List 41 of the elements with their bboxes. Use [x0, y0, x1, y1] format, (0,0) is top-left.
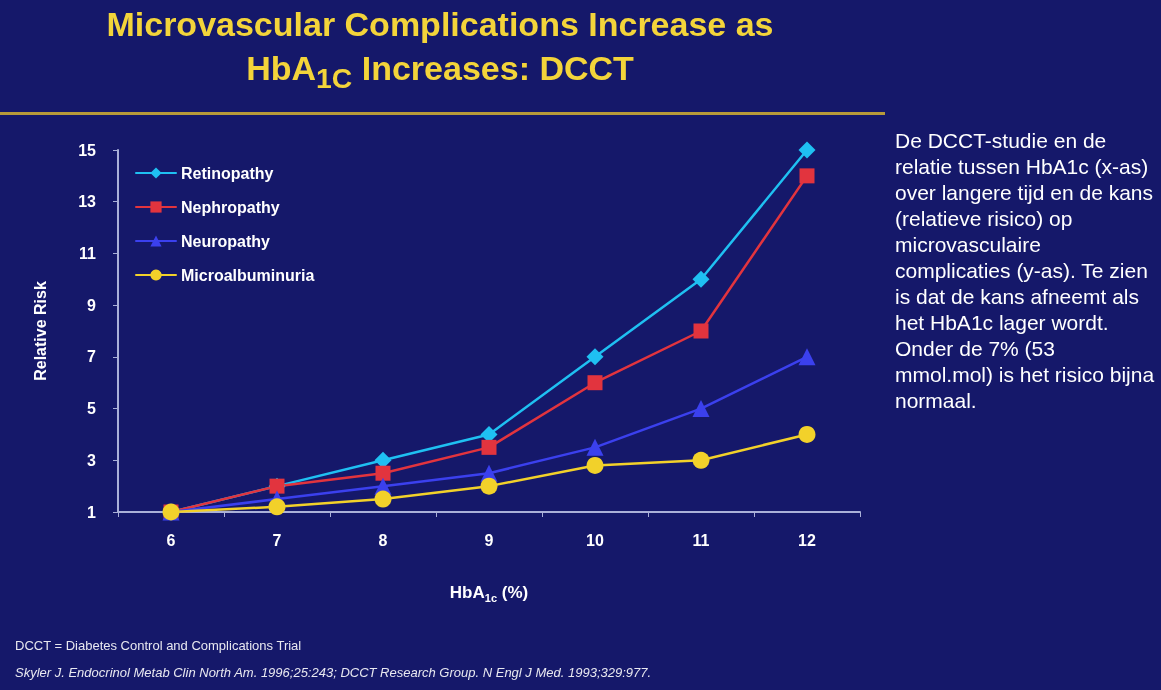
legend-label: Retinopathy: [181, 164, 274, 182]
point: [586, 438, 604, 456]
point: [692, 400, 710, 418]
y-tick-label: 13: [78, 193, 97, 211]
y-tick-label: 9: [87, 296, 97, 314]
point: [798, 141, 816, 159]
chart-title: Microvascular Complications Increase as HbA$_{1C}$ Increases: DCCT: [105, 4, 775, 96]
point: [587, 375, 603, 391]
text: DCCT = Diabetes Control and Complications Trial: [15, 638, 302, 653]
x-tick-label: 11: [692, 531, 710, 549]
point: [798, 348, 816, 366]
x-tick-label: 10: [586, 531, 604, 549]
text: De DCCT-studie en de relatie tussen HbA1c (x-as) over langere tijd en de kans (relatieve risico) op microvasculaire complicaties (y-as). Te zien is dat de kans afneemt als het HbA1c lager wordt. Onder de 7% (53 mmol.mol) is het risico bijna normaal.: [895, 129, 1155, 412]
y-axis-title: Relative Risk: [31, 281, 49, 381]
point: [586, 456, 604, 474]
point: [374, 490, 392, 508]
x-tick-label: 7: [272, 531, 282, 549]
point: [798, 425, 816, 443]
point: [692, 270, 710, 288]
x-tick-label: 12: [798, 531, 816, 549]
point: [799, 168, 815, 184]
x-tick-label: 8: [378, 531, 388, 549]
y-tick-label: 7: [87, 348, 97, 366]
point: [480, 477, 498, 495]
y-tick-label: 3: [87, 451, 97, 469]
text: Skyler J. Endocrinol Metab Clin North Am. 1996;25:243; DCCT Research Group. N Engl J Med. 1993;329:977.: [15, 665, 652, 680]
point: [375, 465, 391, 481]
point: [586, 348, 604, 366]
point: [692, 451, 710, 469]
point: [481, 439, 497, 455]
y-tick-label: 1: [87, 503, 97, 521]
x-tick-label: 6: [166, 531, 176, 549]
legend-label: Nephropathy: [181, 198, 280, 216]
legend-label: Microalbuminuria: [181, 266, 315, 284]
y-tick-label: 5: [87, 400, 97, 418]
point: [693, 323, 709, 339]
legend-label: Neuropathy: [181, 232, 270, 250]
point: [268, 498, 286, 516]
y-tick-label: 11: [79, 244, 97, 262]
y-tick-label: 15: [78, 141, 97, 159]
x-tick-label: 9: [484, 531, 494, 549]
